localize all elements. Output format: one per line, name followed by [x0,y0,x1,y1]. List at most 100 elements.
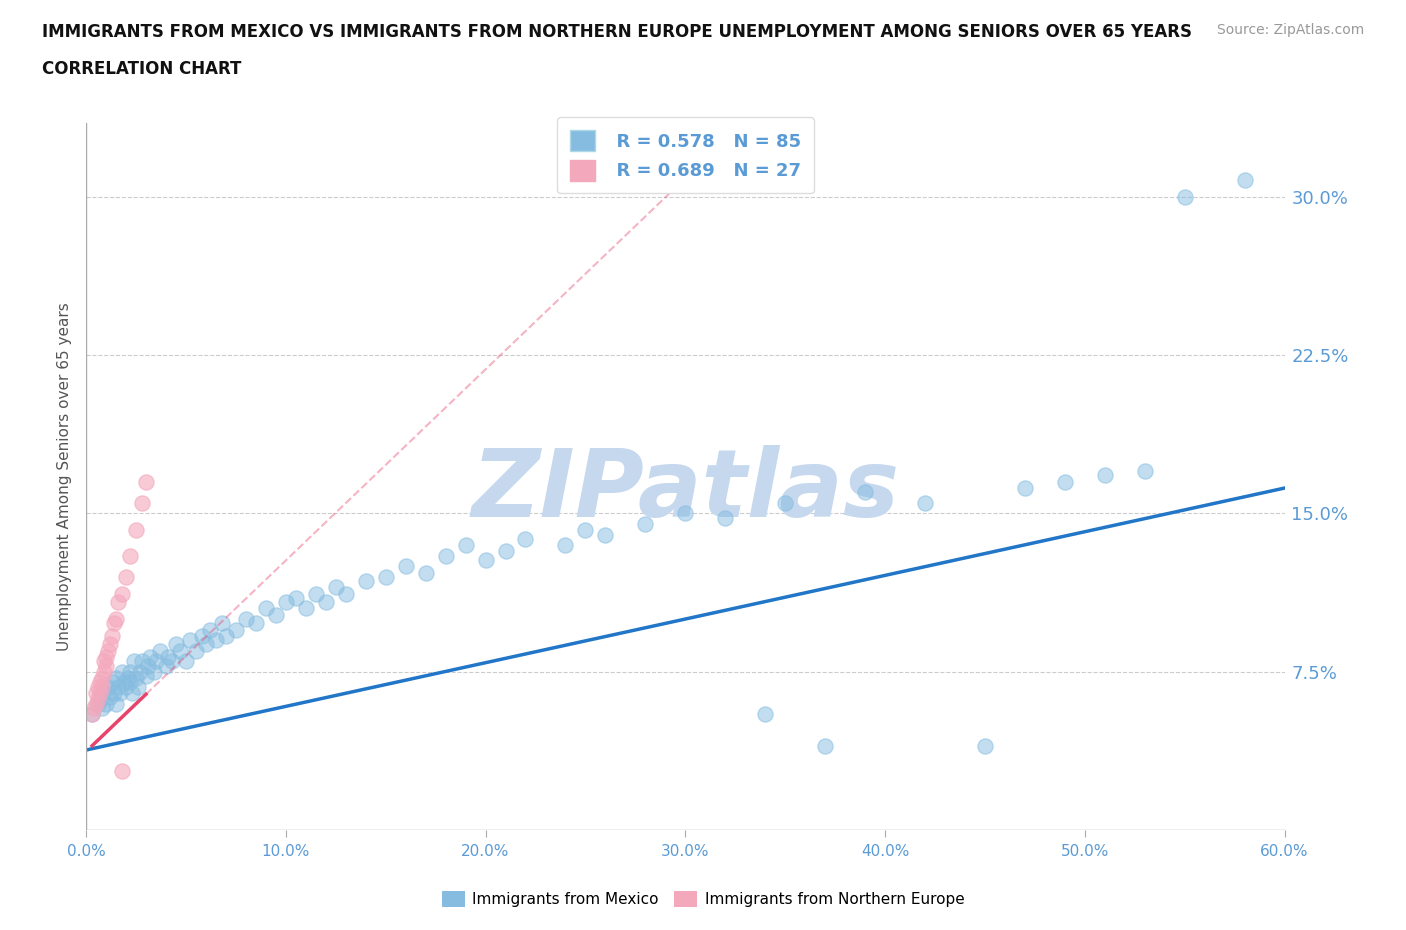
Point [454,538,477,552]
Text: Source: ZipAtlas.com: Source: ZipAtlas.com [1216,23,1364,37]
Legend:   R = 0.578   N = 85,   R = 0.689   N = 27: R = 0.578 N = 85, R = 0.689 N = 27 [557,117,814,193]
Point [107,679,129,694]
Point [191,629,214,644]
Point [118,548,141,563]
Point [125,523,148,538]
Point [1133,464,1156,479]
Point [93,664,115,679]
Text: IMMIGRANTS FROM MEXICO VS IMMIGRANTS FROM NORTHERN EUROPE UNEMPLOYMENT AMONG SEN: IMMIGRANTS FROM MEXICO VS IMMIGRANTS FRO… [42,23,1192,41]
Point [245,616,267,631]
Point [97,644,120,658]
Point [673,506,696,521]
Point [294,601,316,616]
Point [853,485,876,499]
Point [156,650,179,665]
Point [103,616,125,631]
Point [143,664,166,679]
Point [94,697,117,711]
Point [225,622,247,637]
Point [165,637,187,652]
Point [83,700,105,715]
Point [155,658,177,673]
Point [184,644,207,658]
Point [198,622,221,637]
Point [93,654,115,669]
Point [215,629,238,644]
Point [315,594,337,609]
Point [136,658,159,673]
Point [127,679,149,694]
Text: CORRELATION CHART: CORRELATION CHART [42,60,242,78]
Point [515,531,537,546]
Point [474,552,496,567]
Point [115,679,138,694]
Point [160,654,183,669]
Point [773,496,796,511]
Point [101,629,124,644]
Point [121,685,143,700]
Point [94,658,117,673]
Point [91,679,114,694]
Point [135,474,157,489]
Point [129,664,152,679]
Point [117,671,139,685]
Point [145,654,167,669]
Point [174,654,197,669]
Point [101,675,124,690]
Point [131,496,153,511]
Point [122,654,145,669]
Point [1094,468,1116,483]
Point [495,544,517,559]
Point [105,671,128,685]
Point [335,586,357,601]
Point [374,569,396,584]
Point [91,700,114,715]
Point [111,664,134,679]
Point [415,565,437,580]
Point [194,637,217,652]
Point [118,664,141,679]
Point [98,690,121,705]
Point [105,697,128,711]
Point [325,580,347,595]
Point [1233,172,1256,187]
Text: ZIPatlas: ZIPatlas [471,445,900,537]
Point [205,632,228,647]
Point [305,586,328,601]
Point [87,679,110,694]
Legend: Immigrants from Mexico, Immigrants from Northern Europe: Immigrants from Mexico, Immigrants from … [436,884,970,913]
Point [634,516,657,531]
Point [149,644,172,658]
Point [94,650,117,665]
Point [103,685,125,700]
Point [395,559,418,574]
Point [973,738,995,753]
Point [914,496,936,511]
Point [89,675,111,690]
Point [111,764,134,778]
Point [97,679,120,694]
Point [93,685,115,700]
Point [1014,481,1036,496]
Point [87,692,110,707]
Point [434,548,457,563]
Point [1174,189,1197,204]
Point [169,644,191,658]
Point [274,594,297,609]
Point [108,685,131,700]
Point [354,574,377,589]
Point [125,671,148,685]
Point [235,612,257,627]
Point [112,675,135,690]
Point [131,654,153,669]
Point [254,601,277,616]
Point [80,707,103,722]
Point [115,569,138,584]
Point [211,616,233,631]
Point [98,637,121,652]
Point [284,591,307,605]
Point [814,738,837,753]
Point [264,607,287,622]
Point [179,632,201,647]
Y-axis label: Unemployment Among Seniors over 65 years: Unemployment Among Seniors over 65 years [58,302,72,651]
